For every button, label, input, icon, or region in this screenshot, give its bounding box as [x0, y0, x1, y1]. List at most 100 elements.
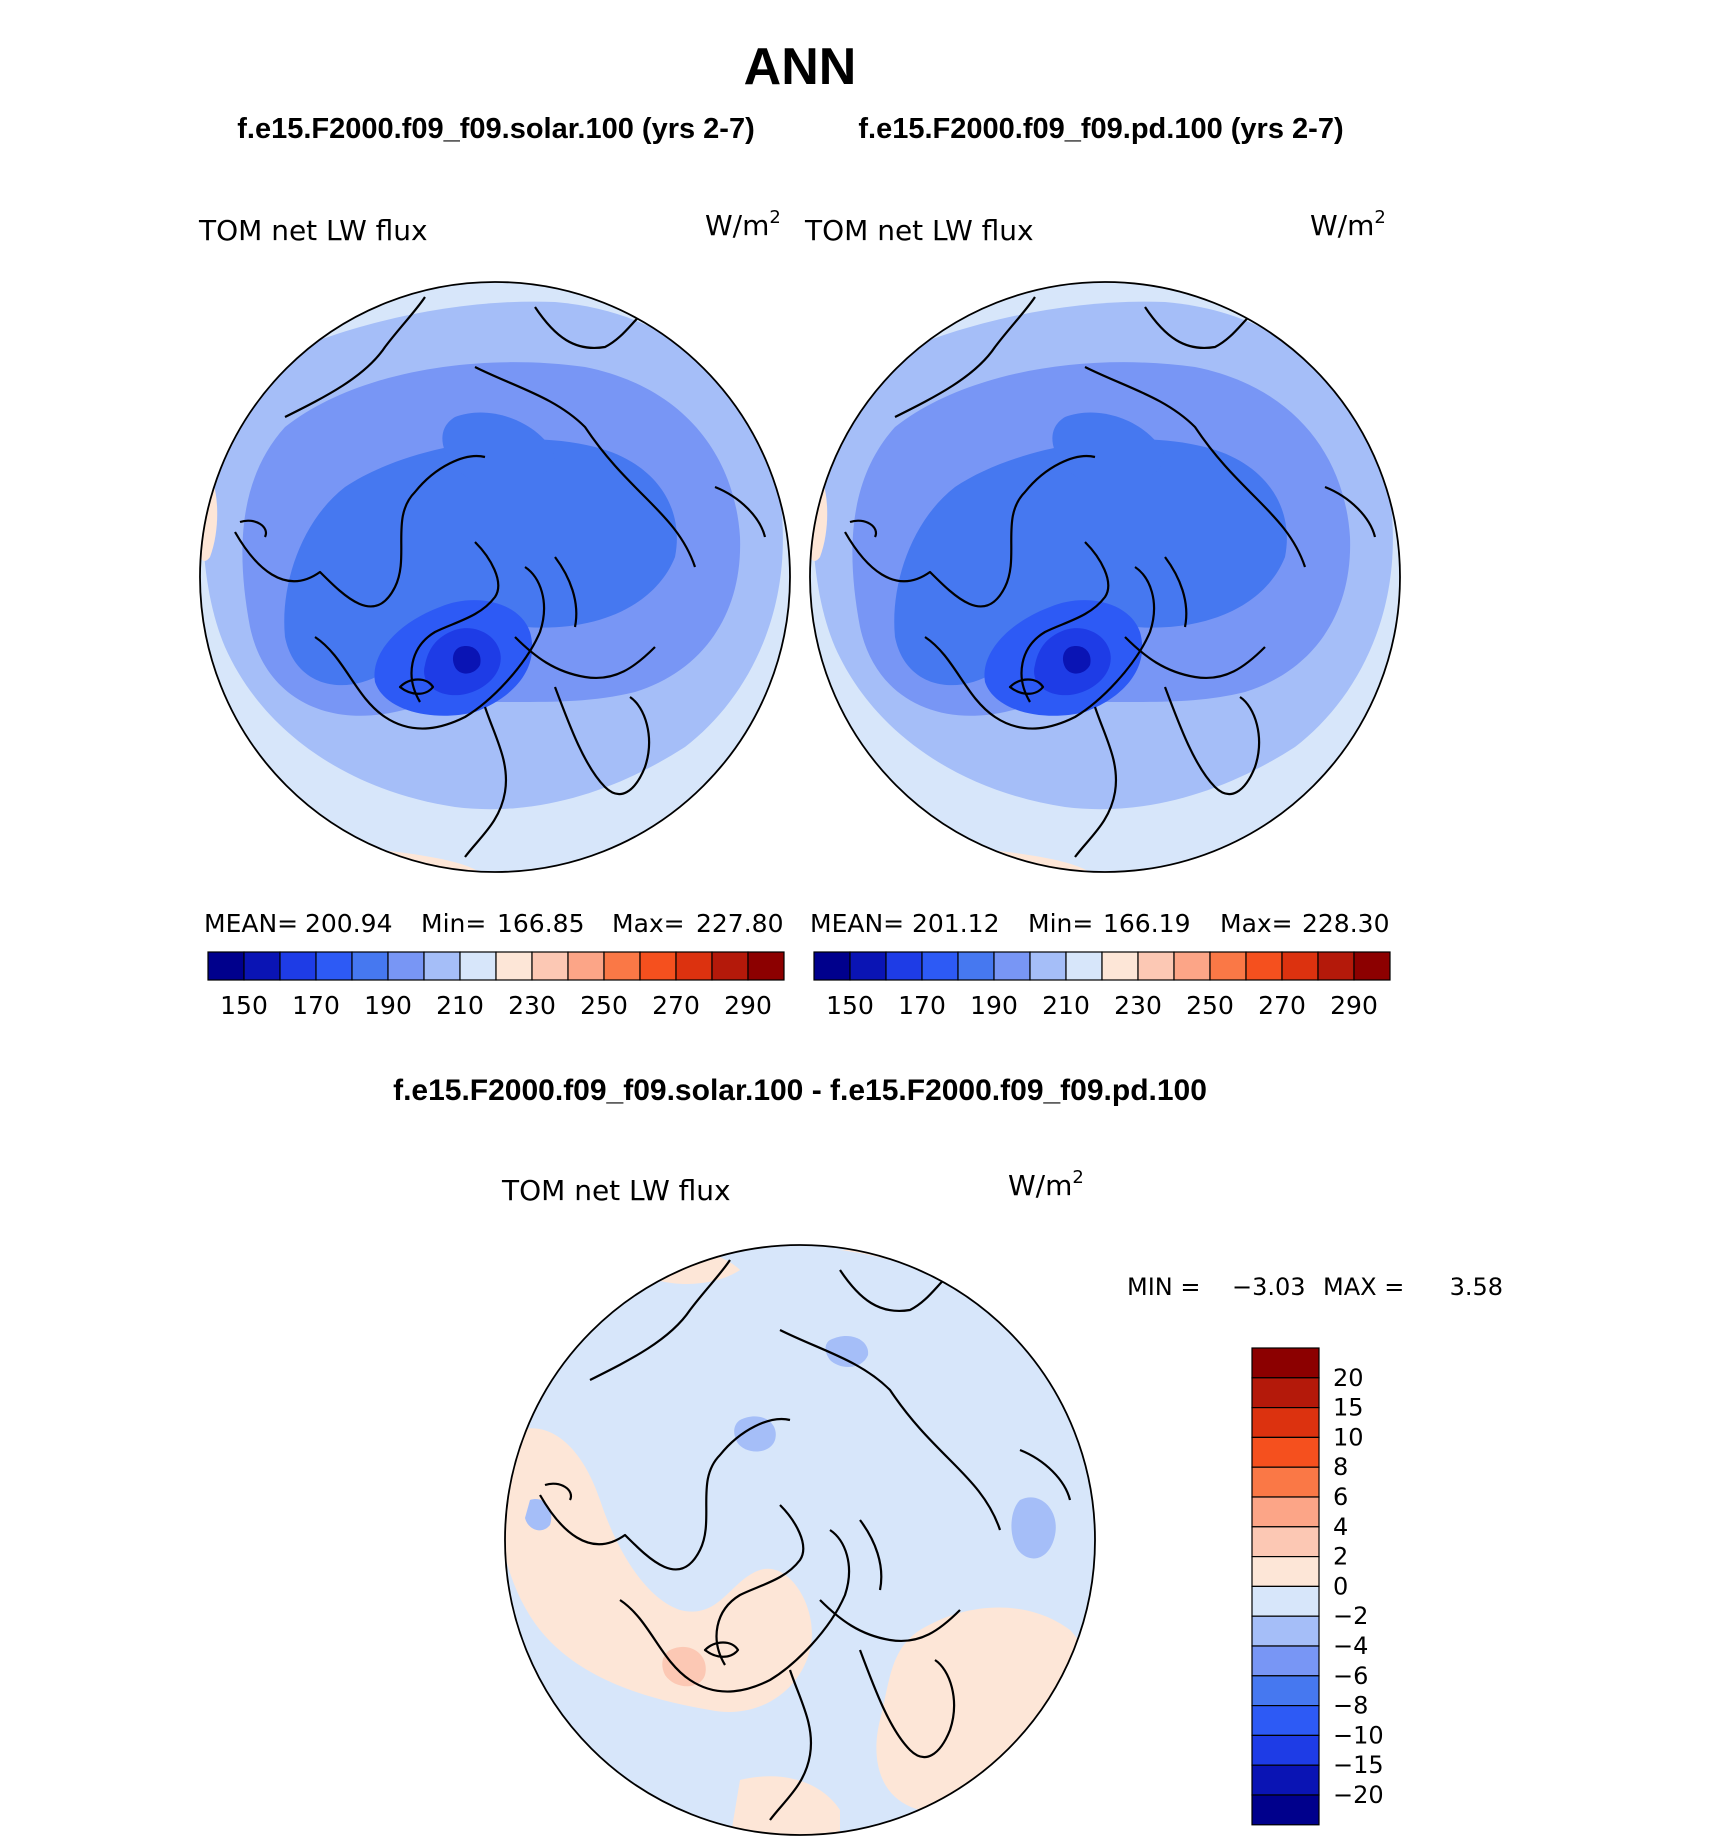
colorbar-box-1 [207, 951, 245, 981]
colorbar-tick-label: 190 [364, 991, 412, 1020]
colorbar-box-6 [1251, 1496, 1320, 1528]
colorbar-tick-label: 10 [1333, 1423, 1364, 1451]
panel-pd-map [810, 282, 1400, 872]
colorbar-box-16 [747, 951, 785, 981]
colorbar-tick-label: −2 [1333, 1602, 1368, 1630]
colorbar-tick-label: 20 [1333, 1364, 1364, 1392]
colorbar-box-6 [387, 951, 425, 981]
panel-pd-mean-value: 201.12 [912, 909, 999, 938]
colorbar-tick-label: 190 [970, 991, 1018, 1020]
panel-diff-variable-label: TOM net LW flux [501, 1174, 731, 1207]
panel-diff-min-label: MIN = [1127, 1273, 1200, 1301]
panel-diff-min-value: −3.03 [1232, 1273, 1306, 1301]
colorbar-box-7 [423, 951, 461, 981]
panel-pd-mean-label: MEAN= [810, 909, 904, 938]
panel-diff-units-label: W/m2 [1008, 1167, 1084, 1202]
colorbar-box-13 [1251, 1704, 1320, 1736]
colorbar-box-15 [711, 951, 749, 981]
colorbar-box-12 [1209, 951, 1247, 981]
colorbar-box-4 [315, 951, 353, 981]
colorbar-box-3 [885, 951, 923, 981]
panel-pd-units-exponent: 2 [1374, 207, 1385, 228]
panel-pd-units-text: W/m [1310, 209, 1374, 242]
colorbar-box-11 [1251, 1645, 1320, 1677]
panel-solar-map [200, 282, 790, 872]
colorbar-box-8 [1065, 951, 1103, 981]
panel-pd-units-label: W/m2 [1310, 207, 1386, 242]
colorbar-box-7 [1029, 951, 1067, 981]
colorbar-box-9 [495, 951, 533, 981]
colorbar-tick-label: 270 [1258, 991, 1306, 1020]
panel-pd-variable-label: TOM net LW flux [804, 214, 1034, 247]
panel-solar-units-text: W/m [705, 209, 769, 242]
colorbar-tick-label: 230 [1114, 991, 1162, 1020]
colorbar-tick-label: 270 [652, 991, 700, 1020]
colorbar-tick-label: 4 [1333, 1513, 1348, 1541]
colorbar-tick-label: −10 [1333, 1721, 1384, 1749]
colorbar-box-3 [279, 951, 317, 981]
colorbar-box-12 [603, 951, 641, 981]
colorbar-box-16 [1251, 1794, 1320, 1826]
colorbar-box-16 [1353, 951, 1391, 981]
panel-diff-max-label: MAX = [1323, 1273, 1404, 1301]
colorbar-box-14 [675, 951, 713, 981]
colorbar-box-8 [459, 951, 497, 981]
panel-solar-mean-label: MEAN= [204, 909, 298, 938]
colorbar-box-8 [1251, 1555, 1320, 1587]
page-title: ANN [744, 38, 857, 96]
colorbar-box-10 [531, 951, 569, 981]
colorbar-box-9 [1101, 951, 1139, 981]
panel-pd-max-value: 228.30 [1302, 909, 1389, 938]
colorbar-box-14 [1251, 1734, 1320, 1766]
colorbar-box-5 [351, 951, 389, 981]
colorbar-tick-label: −6 [1333, 1662, 1368, 1690]
colorbar-box-11 [567, 951, 605, 981]
panel-diff-case-title: f.e15.F2000.f09_f09.solar.100 - f.e15.F2… [393, 1074, 1207, 1107]
colorbar-tick-label: 0 [1333, 1572, 1348, 1600]
colorbar-tick-label: −4 [1333, 1632, 1368, 1660]
panel-solar-min-value: 166.85 [497, 909, 584, 938]
colorbar-box-6 [993, 951, 1031, 981]
panel-pd-stats: MEAN= 201.12 Min= 166.19 Max= 228.30 [810, 909, 1389, 938]
panel-pd-max-label: Max= [1220, 909, 1293, 938]
panel-pd-case-title: f.e15.F2000.f09_f09.pd.100 (yrs 2-7) [858, 113, 1343, 145]
colorbar-tick-label: 150 [220, 991, 268, 1020]
colorbar-tick-label: 210 [1042, 991, 1090, 1020]
panel-pd-map-rim [809, 281, 1401, 873]
panel-solar-units-exponent: 2 [769, 207, 780, 228]
panel-pd: f.e15.F2000.f09_f09.pd.100 (yrs 2-7) TOM… [804, 113, 1401, 1020]
colorbar-tick-label: 15 [1333, 1394, 1364, 1422]
colorbar-tick-label: −15 [1333, 1751, 1384, 1779]
colorbar-box-15 [1251, 1764, 1320, 1796]
colorbar-box-4 [921, 951, 959, 981]
panel-diff-map-rim [504, 1244, 1096, 1836]
panel-diff-stats: MIN = −3.03 MAX = 3.58 [1127, 1273, 1503, 1301]
panel-solar-max-label: Max= [612, 909, 685, 938]
colorbar-box-13 [1245, 951, 1283, 981]
panel-solar-map-rim [199, 281, 791, 873]
colorbar-tick-label: 250 [1186, 991, 1234, 1020]
panel-pd-min-label: Min= [1028, 909, 1093, 938]
panel-diff-units-exponent: 2 [1072, 1167, 1083, 1188]
colorbar-box-13 [639, 951, 677, 981]
panel-solar-stats: MEAN= 200.94 Min= 166.85 Max= 227.80 [204, 909, 783, 938]
colorbar-tick-label: 230 [508, 991, 556, 1020]
colorbar-tick-label: 170 [898, 991, 946, 1020]
colorbar-box-10 [1137, 951, 1175, 981]
colorbar-box-7 [1251, 1526, 1320, 1558]
colorbar-box-1 [1251, 1347, 1320, 1379]
colorbar-tick-label: 210 [436, 991, 484, 1020]
colorbar-box-9 [1251, 1585, 1320, 1617]
colorbar-tick-label: 170 [292, 991, 340, 1020]
colorbar-tick-label: 8 [1333, 1453, 1348, 1481]
panel-diff-units-text: W/m [1008, 1169, 1072, 1202]
colorbar-box-12 [1251, 1675, 1320, 1707]
colorbar-box-15 [1317, 951, 1355, 981]
panel-pd-min-value: 166.19 [1103, 909, 1190, 938]
colorbar-box-1 [813, 951, 851, 981]
colorbar-box-2 [849, 951, 887, 981]
colorbar-tick-label: 290 [1330, 991, 1378, 1020]
colorbar-tick-label: −20 [1333, 1781, 1384, 1809]
